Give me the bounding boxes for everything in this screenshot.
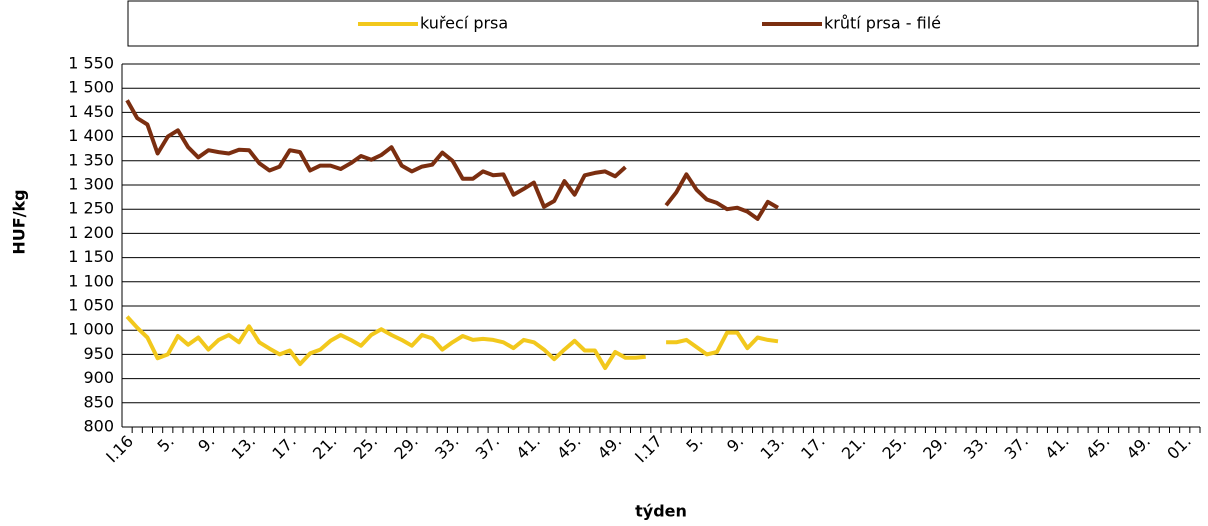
y-tick-label: 950 <box>83 344 114 363</box>
x-tick-label: 45. <box>1082 432 1113 463</box>
x-tick-label: 41. <box>512 432 543 463</box>
x-tick-label: 41. <box>1041 432 1072 463</box>
y-tick-label: 1 350 <box>68 150 114 169</box>
x-tick-label: 25. <box>350 432 381 463</box>
x-tick-label: 17. <box>268 432 299 463</box>
y-tick-label: 800 <box>83 417 114 436</box>
x-tick-label: 21. <box>838 432 869 463</box>
legend-box <box>127 0 1199 47</box>
x-tick-label: 21. <box>309 432 340 463</box>
y-tick-label: 1 200 <box>68 223 114 242</box>
y-tick-label: 1 300 <box>68 175 114 194</box>
x-tick-label: I.16 <box>102 432 137 467</box>
x-tick-label: 29. <box>919 432 950 463</box>
x-tick-label: 13. <box>228 432 259 463</box>
x-tick-label: 33. <box>431 432 462 463</box>
x-tick-label: 37. <box>1001 432 1032 463</box>
y-tick-label: 850 <box>83 392 114 411</box>
series-line <box>125 315 779 370</box>
y-tick-label: 1 000 <box>68 320 114 339</box>
x-tick-label: 33. <box>960 432 991 463</box>
x-tick-label: 49. <box>1123 432 1154 463</box>
x-tick-label: 5. <box>682 432 706 456</box>
x-tick-label: 17. <box>797 432 828 463</box>
legend-label: kuřecí prsa <box>420 14 508 33</box>
y-tick-label: 1 400 <box>68 126 114 145</box>
x-tick-label: I.17 <box>631 432 666 467</box>
x-tick-label: 9. <box>723 432 747 456</box>
x-tick-label: 37. <box>472 432 503 463</box>
legend-label: krůtí prsa - filé <box>824 14 941 33</box>
y-tick-label: 1 450 <box>68 102 114 121</box>
x-tick-label: 13. <box>757 432 788 463</box>
x-tick-label: 5. <box>154 432 178 456</box>
y-tick-label: 1 550 <box>68 54 114 73</box>
x-tick-label: 9. <box>194 432 218 456</box>
x-tick-label: 01. <box>1163 432 1194 463</box>
y-tick-label: 1 500 <box>68 78 114 97</box>
y-tick-label: 1 150 <box>68 247 114 266</box>
x-axis-label: týden <box>635 502 687 521</box>
x-tick-label: 45. <box>553 432 584 463</box>
x-tick-label: 49. <box>594 432 625 463</box>
y-axis-label: HUF/kg <box>10 189 29 254</box>
y-tick-label: 1 100 <box>68 271 114 290</box>
x-tick-label: 25. <box>879 432 910 463</box>
y-tick-label: 1 050 <box>68 296 114 315</box>
series-line <box>125 99 779 221</box>
y-tick-label: 900 <box>83 368 114 387</box>
y-tick-label: 1 250 <box>68 199 114 218</box>
x-tick-label: 29. <box>390 432 421 463</box>
